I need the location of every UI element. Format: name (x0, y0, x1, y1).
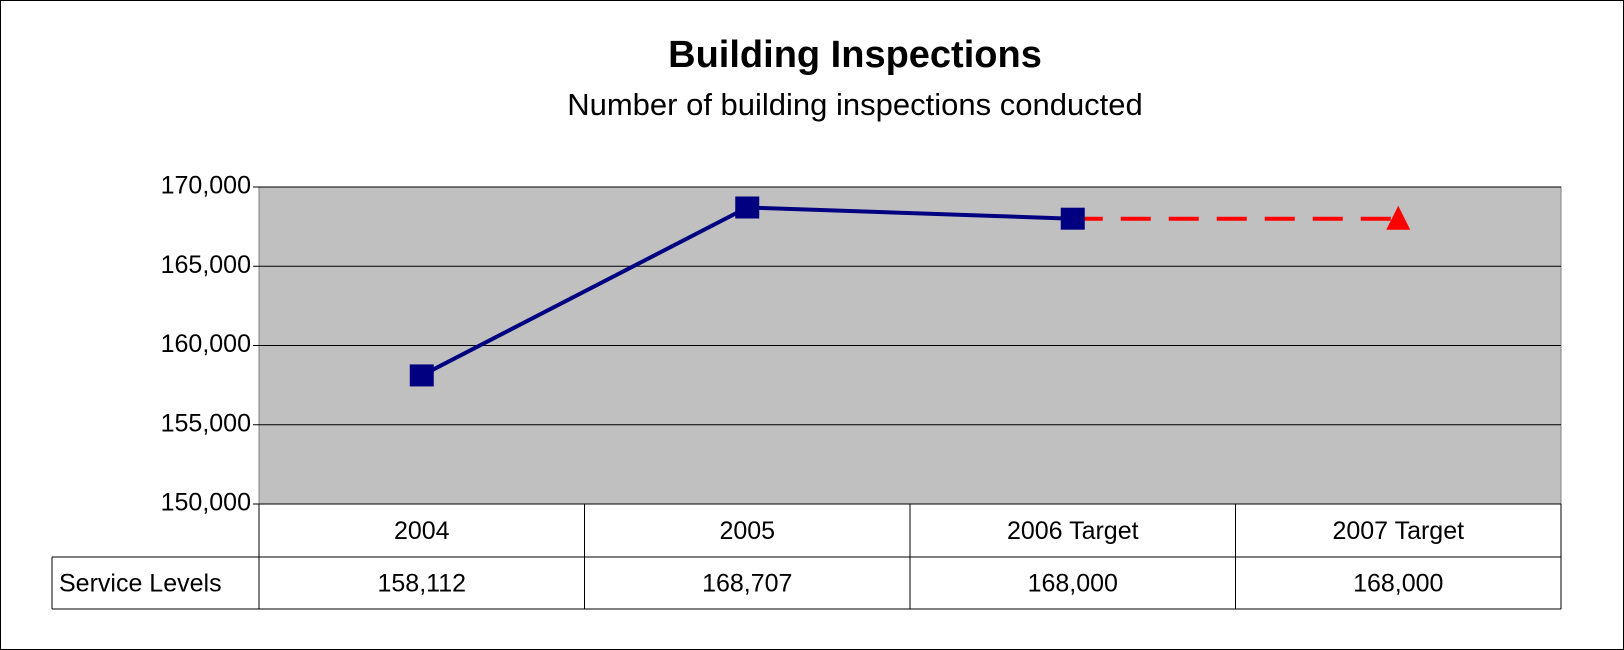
table-value: 158,112 (377, 570, 466, 598)
table-value: 168,000 (1028, 570, 1118, 598)
marker (735, 196, 760, 219)
table-value: 168,000 (1353, 570, 1443, 598)
x-tick-label: 2006 Target (1007, 517, 1139, 545)
y-tick-label: 150,000 (161, 489, 251, 517)
y-tick-label: 160,000 (161, 330, 251, 358)
x-tick-label: 2007 Target (1332, 517, 1464, 545)
marker (409, 364, 434, 387)
table-value: 168,707 (702, 570, 792, 598)
target-marker (1386, 205, 1411, 230)
chart-subtitle: Number of building inspections conducted (567, 87, 1143, 122)
y-tick-label: 170,000 (161, 172, 251, 200)
table-row-label: Service Levels (59, 570, 222, 598)
x-tick-label: 2004 (394, 517, 450, 545)
y-tick-label: 155,000 (161, 409, 251, 437)
y-tick-label: 165,000 (161, 251, 251, 279)
marker (1060, 207, 1085, 230)
chart-title: Building Inspections (668, 34, 1042, 76)
x-tick-label: 2005 (719, 517, 775, 545)
